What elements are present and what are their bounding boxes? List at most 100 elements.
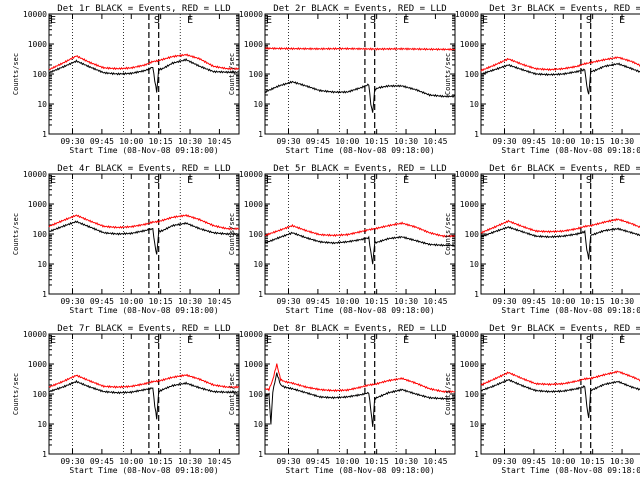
marker-label: E: [266, 175, 272, 186]
y-tick-label: 1000: [28, 360, 47, 369]
events-series-line: [480, 226, 640, 260]
x-tick-label: 10:00: [119, 297, 143, 306]
marker-label: E: [187, 335, 193, 346]
y-tick-label: 1000: [460, 40, 479, 49]
x-axis-label: Start Time (08-Nov-08 09:18:00): [501, 466, 640, 475]
x-tick-label: 10:30: [394, 457, 418, 466]
marker-label: E: [266, 15, 272, 26]
plot-panel-1: Det 1r BLACK = Events, RED = LLD 1 10 100 10…: [12, 4, 240, 155]
x-tick-label: 09:30: [276, 457, 300, 466]
marker-label: E: [266, 335, 272, 346]
y-tick-label: 100: [465, 390, 480, 399]
x-tick-label: 09:45: [522, 297, 546, 306]
plot-title: Det 1r BLACK = Events, RED = LLD: [57, 4, 230, 14]
x-tick-label: 09:30: [60, 457, 84, 466]
marker-label: E: [482, 335, 488, 346]
plot-panel-3: Det 3r BLACK = Events, RED = LLD 1 10 100 10…: [444, 4, 640, 155]
plot-title: Det 8r BLACK = Events, RED = LLD: [273, 324, 446, 334]
marker-label: E: [482, 15, 488, 26]
x-tick-label: 10:30: [610, 137, 634, 146]
x-axis-label: Start Time (08-Nov-08 09:18:00): [501, 306, 640, 315]
x-tick-label: 10:00: [335, 297, 359, 306]
y-tick-label: 100: [249, 390, 264, 399]
marker-label: E: [50, 15, 56, 26]
marker-label: S: [586, 335, 592, 346]
x-tick-label: 10:15: [365, 137, 389, 146]
y-tick-label: 1: [258, 290, 263, 299]
x-axis-label: Start Time (08-Nov-08 09:18:00): [285, 306, 434, 315]
plot-frame: [48, 333, 240, 455]
plot-panel-6: Det 6r BLACK = Events, RED = LLD 1 10 100 10…: [444, 164, 640, 315]
x-tick-label: 10:00: [551, 137, 575, 146]
x-tick-label: 10:45: [423, 457, 447, 466]
x-tick-label: 09:45: [306, 137, 330, 146]
x-tick-label: 09:45: [522, 457, 546, 466]
events-series-line: [48, 58, 240, 93]
marker-label: S: [586, 15, 592, 26]
y-tick-label: 1000: [28, 40, 47, 49]
y-tick-label: 1000: [244, 200, 263, 209]
events-series-line: [264, 80, 456, 113]
y-axis-label: Counts/sec: [12, 373, 20, 415]
plot-frame: [264, 13, 456, 135]
y-tick-label: 10000: [23, 170, 47, 179]
x-tick-label: 10:30: [178, 457, 202, 466]
plot-title: Det 9r BLACK = Events, RED = LLD: [489, 324, 640, 334]
y-tick-label: 100: [33, 230, 48, 239]
events-series-line: [48, 220, 240, 255]
marker-label: E: [619, 175, 625, 186]
lld-series-line: [48, 214, 240, 231]
y-tick-label: 10: [253, 420, 263, 429]
marker-label: E: [619, 335, 625, 346]
y-tick-label: 1: [474, 290, 479, 299]
y-tick-label: 10000: [239, 330, 263, 339]
lld-series-line: [264, 46, 456, 51]
x-tick-label: 09:30: [492, 137, 516, 146]
x-tick-label: 10:15: [149, 297, 173, 306]
x-tick-label: 09:30: [60, 297, 84, 306]
x-axis-label: Start Time (08-Nov-08 09:18:00): [69, 466, 218, 475]
y-tick-label: 1: [42, 450, 47, 459]
x-tick-label: 09:45: [90, 457, 114, 466]
x-tick-label: 09:45: [306, 297, 330, 306]
y-tick-label: 10000: [239, 10, 263, 19]
y-tick-label: 1000: [244, 360, 263, 369]
y-axis-label: Counts/sec: [444, 53, 452, 95]
y-tick-label: 1: [258, 450, 263, 459]
y-axis-label: Counts/sec: [228, 53, 236, 95]
plot-title: Det 2r BLACK = Events, RED = LLD: [273, 4, 446, 14]
y-tick-label: 1000: [460, 360, 479, 369]
y-tick-label: 1000: [244, 40, 263, 49]
x-tick-label: 09:30: [492, 297, 516, 306]
y-tick-label: 10: [253, 260, 263, 269]
x-axis-label: Start Time (08-Nov-08 09:18:00): [285, 466, 434, 475]
plot-title: Det 6r BLACK = Events, RED = LLD: [489, 164, 640, 174]
y-axis-label: Counts/sec: [444, 213, 452, 255]
x-axis-label: Start Time (08-Nov-08 09:18:00): [69, 306, 218, 315]
events-series-line: [48, 379, 240, 420]
x-tick-label: 09:45: [306, 457, 330, 466]
marker-label: S: [154, 335, 160, 346]
plot-title: Det 4r BLACK = Events, RED = LLD: [57, 164, 230, 174]
x-tick-label: 10:30: [178, 137, 202, 146]
plot-panel-7: Det 7r BLACK = Events, RED = LLD 1 10 100 10…: [12, 324, 240, 475]
marker-label: S: [154, 15, 160, 26]
y-tick-label: 10: [37, 100, 47, 109]
plot-frame: [264, 333, 456, 455]
marker-label: S: [370, 15, 376, 26]
lld-series-line: [48, 53, 240, 71]
y-tick-label: 10000: [455, 330, 479, 339]
y-tick-label: 1: [42, 290, 47, 299]
x-tick-label: 09:30: [60, 137, 84, 146]
y-tick-label: 1: [42, 130, 47, 139]
y-tick-label: 100: [249, 70, 264, 79]
y-tick-label: 1: [474, 450, 479, 459]
x-tick-label: 10:30: [610, 297, 634, 306]
x-tick-label: 10:45: [423, 297, 447, 306]
marker-label: E: [403, 335, 409, 346]
y-axis-label: Counts/sec: [12, 213, 20, 255]
plot-title: Det 3r BLACK = Events, RED = LLD: [489, 4, 640, 14]
y-tick-label: 1000: [28, 200, 47, 209]
x-tick-label: 10:00: [335, 457, 359, 466]
y-tick-label: 100: [465, 70, 480, 79]
